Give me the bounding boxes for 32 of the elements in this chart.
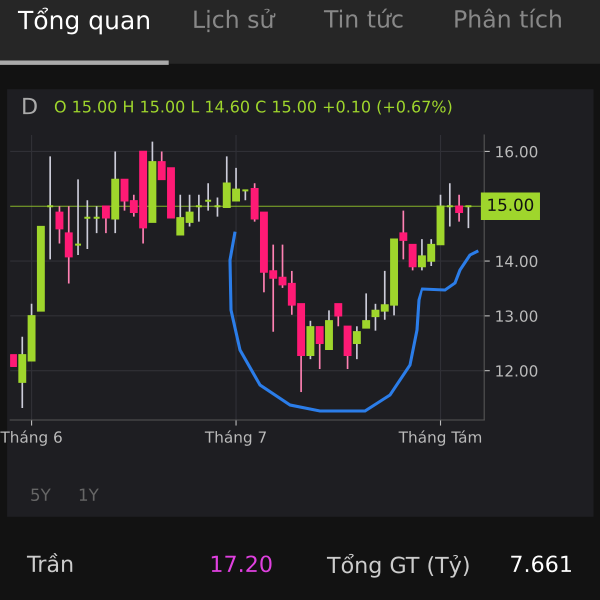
text: 1Y bbox=[80, 488, 99, 501]
candlestick bbox=[362, 292, 370, 329]
candlestick bbox=[10, 354, 17, 367]
y-tick-label: 14.00 bbox=[496, 256, 538, 268]
y-tick-label: 12.00 bbox=[496, 365, 538, 377]
text: 17.20 bbox=[212, 555, 272, 572]
text: Tổng quan bbox=[18, 8, 149, 34]
candlestick bbox=[408, 244, 417, 272]
candlestick bbox=[64, 205, 73, 284]
candlestick bbox=[102, 205, 110, 234]
text: Tin tức bbox=[324, 8, 402, 28]
x-tick-label: Tháng 6 bbox=[0, 430, 62, 446]
candlestick bbox=[316, 326, 324, 370]
x-tick-label: Tháng 7 bbox=[204, 430, 266, 446]
y-tick-label: 16.00 bbox=[496, 146, 538, 158]
text: Tổng GT (Tỷ) bbox=[326, 554, 469, 578]
y-tick-label: 13.00 bbox=[496, 310, 538, 322]
ref-line-label: 15.00 bbox=[488, 198, 534, 212]
candlestick bbox=[399, 210, 408, 260]
text: O 15.00 H 15.00 L 14.60 C 15.00 +0.10 (+0.67%) bbox=[54, 100, 452, 115]
text: Lịch sử bbox=[194, 8, 276, 32]
candlestick bbox=[241, 189, 250, 202]
candlestick bbox=[334, 302, 342, 328]
text: 5Y bbox=[31, 488, 51, 502]
candlestick bbox=[455, 194, 464, 222]
text: 7.661 bbox=[511, 555, 571, 572]
x-tick-label: Tháng Tám bbox=[398, 430, 482, 446]
candlestick bbox=[352, 325, 361, 360]
chart-title: D bbox=[23, 98, 37, 114]
text: Phân tích bbox=[455, 8, 561, 28]
candlestick bbox=[56, 205, 64, 244]
text: Trần bbox=[26, 553, 72, 572]
